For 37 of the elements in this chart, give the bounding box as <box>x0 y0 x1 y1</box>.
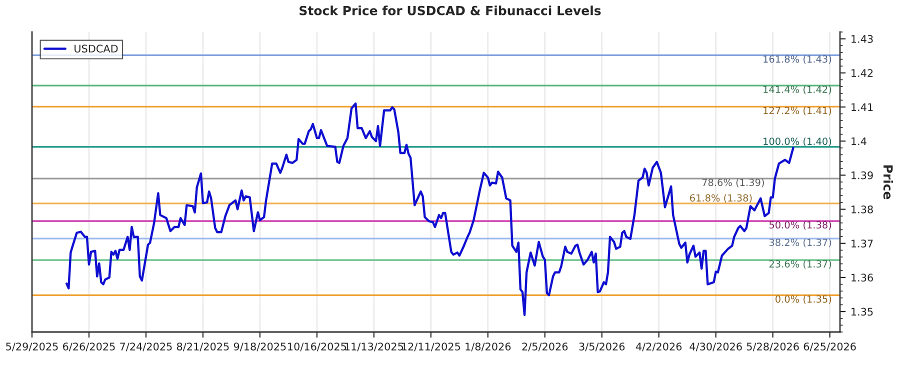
x-tick-label: 4/30/2026 <box>690 342 742 352</box>
x-tick-label: 6/26/2025 <box>63 342 115 352</box>
y-axis-title: Price <box>883 165 894 200</box>
legend-label: USDCAD <box>74 44 118 53</box>
x-tick-label: 1/8/2026 <box>466 342 511 352</box>
x-tick-label: 11/13/2025 <box>345 342 404 352</box>
x-tick-label: 6/25/2026 <box>804 342 856 352</box>
ref-line-label: 161.8% (1.43) <box>764 55 832 64</box>
y-tick-label: 1.41 <box>852 103 873 111</box>
x-tick-label: 9/18/2025 <box>234 342 286 352</box>
x-tick-label: 12/11/2025 <box>402 342 460 352</box>
ref-line-label: 61.8% (1.38) <box>690 194 752 203</box>
ref-line-label: 50.0% (1.38) <box>769 221 832 230</box>
ref-line-label: 100.0% (1.40) <box>764 137 832 146</box>
x-tick-label: 7/24/2025 <box>120 342 172 352</box>
y-tick-label: 1.42 <box>852 69 873 77</box>
y-tick-label: 1.36 <box>852 274 873 282</box>
x-tick-label: 4/2/2026 <box>636 342 682 352</box>
ref-line-label: 141.4% (1.42) <box>764 86 832 94</box>
y-tick-label: 1.38 <box>852 206 873 214</box>
y-tick-label: 1.37 <box>852 240 873 248</box>
x-tick-label: 10/16/2025 <box>288 342 346 352</box>
ref-line-label: 38.2% (1.37) <box>769 238 832 248</box>
ref-line-label: 127.2% (1.41) <box>764 106 832 116</box>
x-tick-label: 3/5/2026 <box>579 342 625 352</box>
ref-line-label: 0.0% (1.35) <box>776 295 832 304</box>
y-tick-label: 1.39 <box>852 171 873 180</box>
ref-line-label: 23.6% (1.37) <box>769 260 832 269</box>
y-tick-label: 1.4 <box>852 137 866 146</box>
x-tick-label: 2/5/2026 <box>522 342 568 352</box>
x-tick-label: 5/28/2026 <box>746 342 799 352</box>
y-tick-label: 1.35 <box>852 308 873 316</box>
chart-title: Stock Price for USDCAD & Fibunacci Levels <box>300 6 601 16</box>
ref-line-label: 78.6% (1.39) <box>702 178 764 188</box>
y-tick-label: 1.43 <box>852 35 873 43</box>
x-tick-label: 8/21/2025 <box>176 342 229 352</box>
x-tick-label: 5/29/2025 <box>6 342 58 352</box>
